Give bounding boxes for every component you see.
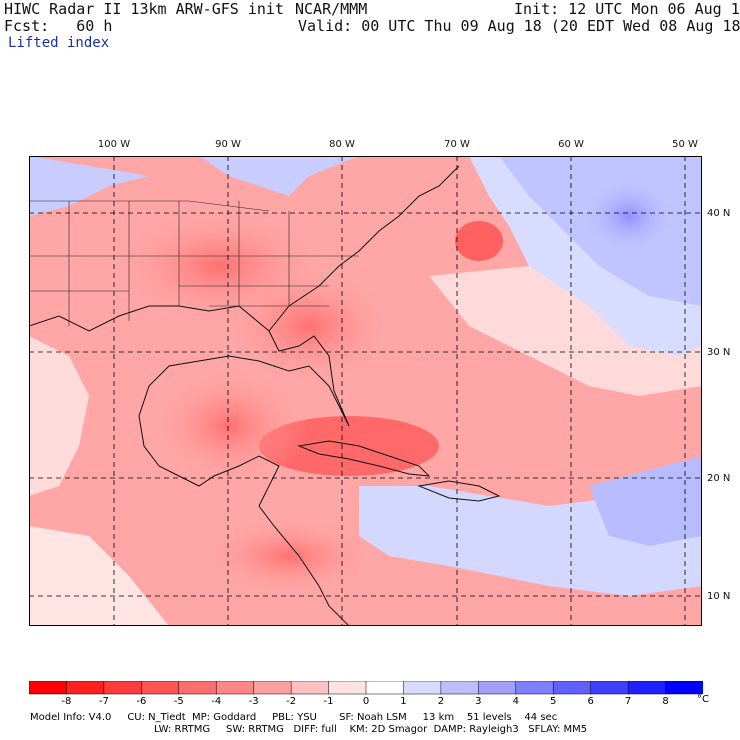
colorbar-tick-label: 3 — [475, 696, 482, 707]
colorbar-tick-label: 5 — [550, 696, 557, 707]
lon-label-100w: 100 W — [97, 139, 131, 150]
colorbar-tick-label: 7 — [624, 696, 632, 707]
colorbar-swatch — [365, 681, 405, 695]
state-borders — [29, 200, 359, 326]
gulf-red-core — [149, 366, 309, 486]
colorbar — [29, 681, 703, 695]
lat-label-20n: 20 N — [707, 473, 731, 484]
southeast-us-red-core — [219, 266, 399, 386]
lat-label-40n: 40 N — [707, 208, 731, 219]
pacific-white-region — [29, 526, 169, 626]
lat-label-30n: 30 N — [707, 347, 731, 358]
model-title: HIWC Radar II 13km ARW-GFS init — [4, 0, 284, 18]
coastlines — [29, 165, 501, 626]
lat-lon-grid — [29, 156, 702, 626]
colorbar-tick-label: -8 — [61, 696, 72, 707]
colorbar-tick-label: -2 — [286, 696, 297, 707]
colorbar-swatch — [403, 681, 442, 695]
colorbar-swatch — [141, 681, 180, 695]
colorbar-tick-label: -1 — [323, 696, 334, 707]
mid-atlantic-blue-blob — [579, 176, 679, 256]
colorbar-swatch — [478, 681, 517, 695]
colorbar-swatch — [590, 681, 629, 695]
model-info-line2: LW: RRTMG SW: RRTMG DIFF: full KM: 2D Sm… — [154, 724, 588, 735]
field-name: Lifted index — [8, 35, 110, 51]
colorbar-swatch — [552, 681, 592, 695]
colorbar-swatch — [440, 681, 480, 695]
colorbar-tick-label: 4 — [512, 696, 519, 707]
colorbar-swatch — [178, 681, 217, 695]
lat-label-10n: 10 N — [707, 591, 731, 602]
colorbar-tick-label: 8 — [662, 696, 669, 707]
colorbar-swatch — [665, 681, 703, 695]
southeast-blue-region — [589, 456, 702, 546]
lon-label-50w: 50 W — [672, 139, 698, 150]
model-info-line1: Model Info: V4.0 CU: N_Tiedt MP: Goddard… — [30, 712, 558, 723]
valid-time: Valid: 00 UTC Thu 09 Aug 18 (20 EDT Wed … — [298, 17, 740, 35]
colorbar-swatch — [215, 681, 255, 695]
colorbar-swatch — [328, 681, 367, 695]
colorbar-swatch — [253, 681, 292, 695]
map-frame — [29, 156, 702, 626]
west-blue-region — [29, 336, 89, 496]
colorbar-swatch — [515, 681, 554, 695]
central-america-red — [199, 516, 379, 596]
colorbar-tick-label: 6 — [587, 696, 594, 707]
colorbar-tick-label: -6 — [136, 696, 147, 707]
colorbar-swatch — [66, 681, 105, 695]
colorbar-tick-label: -7 — [98, 696, 109, 707]
colorbar-swatch — [290, 681, 330, 695]
atlantic-white-band — [429, 266, 702, 396]
colorbar-tick-label: -4 — [211, 696, 222, 707]
colorbar-tick-label: 2 — [437, 696, 445, 707]
colorbar-tick-label: 0 — [362, 696, 370, 707]
forecast-hour: Fcst: 60 h — [4, 17, 113, 35]
colorbar-tick-label: -3 — [248, 696, 259, 707]
lon-label-60w: 60 W — [558, 139, 584, 150]
lifted-index-map — [29, 156, 702, 626]
colorbar-swatch — [103, 681, 143, 695]
colorbar-swatch — [627, 681, 667, 695]
colorbar-tick-label: 1 — [400, 696, 407, 707]
canada-blue-region — [29, 156, 359, 216]
colorbar-tick-label: -5 — [173, 696, 184, 707]
lon-label-70w: 70 W — [444, 139, 470, 150]
colorbar-swatch — [29, 681, 68, 695]
lon-label-80w: 80 W — [329, 139, 355, 150]
org-label: NCAR/MMM — [295, 0, 368, 18]
lon-label-90w: 90 W — [215, 139, 241, 150]
atlantic-red-spot — [455, 221, 503, 261]
colorbar-unit: °C — [697, 694, 709, 705]
init-time: Init: 12 UTC Mon 06 Aug 18 — [514, 0, 740, 18]
